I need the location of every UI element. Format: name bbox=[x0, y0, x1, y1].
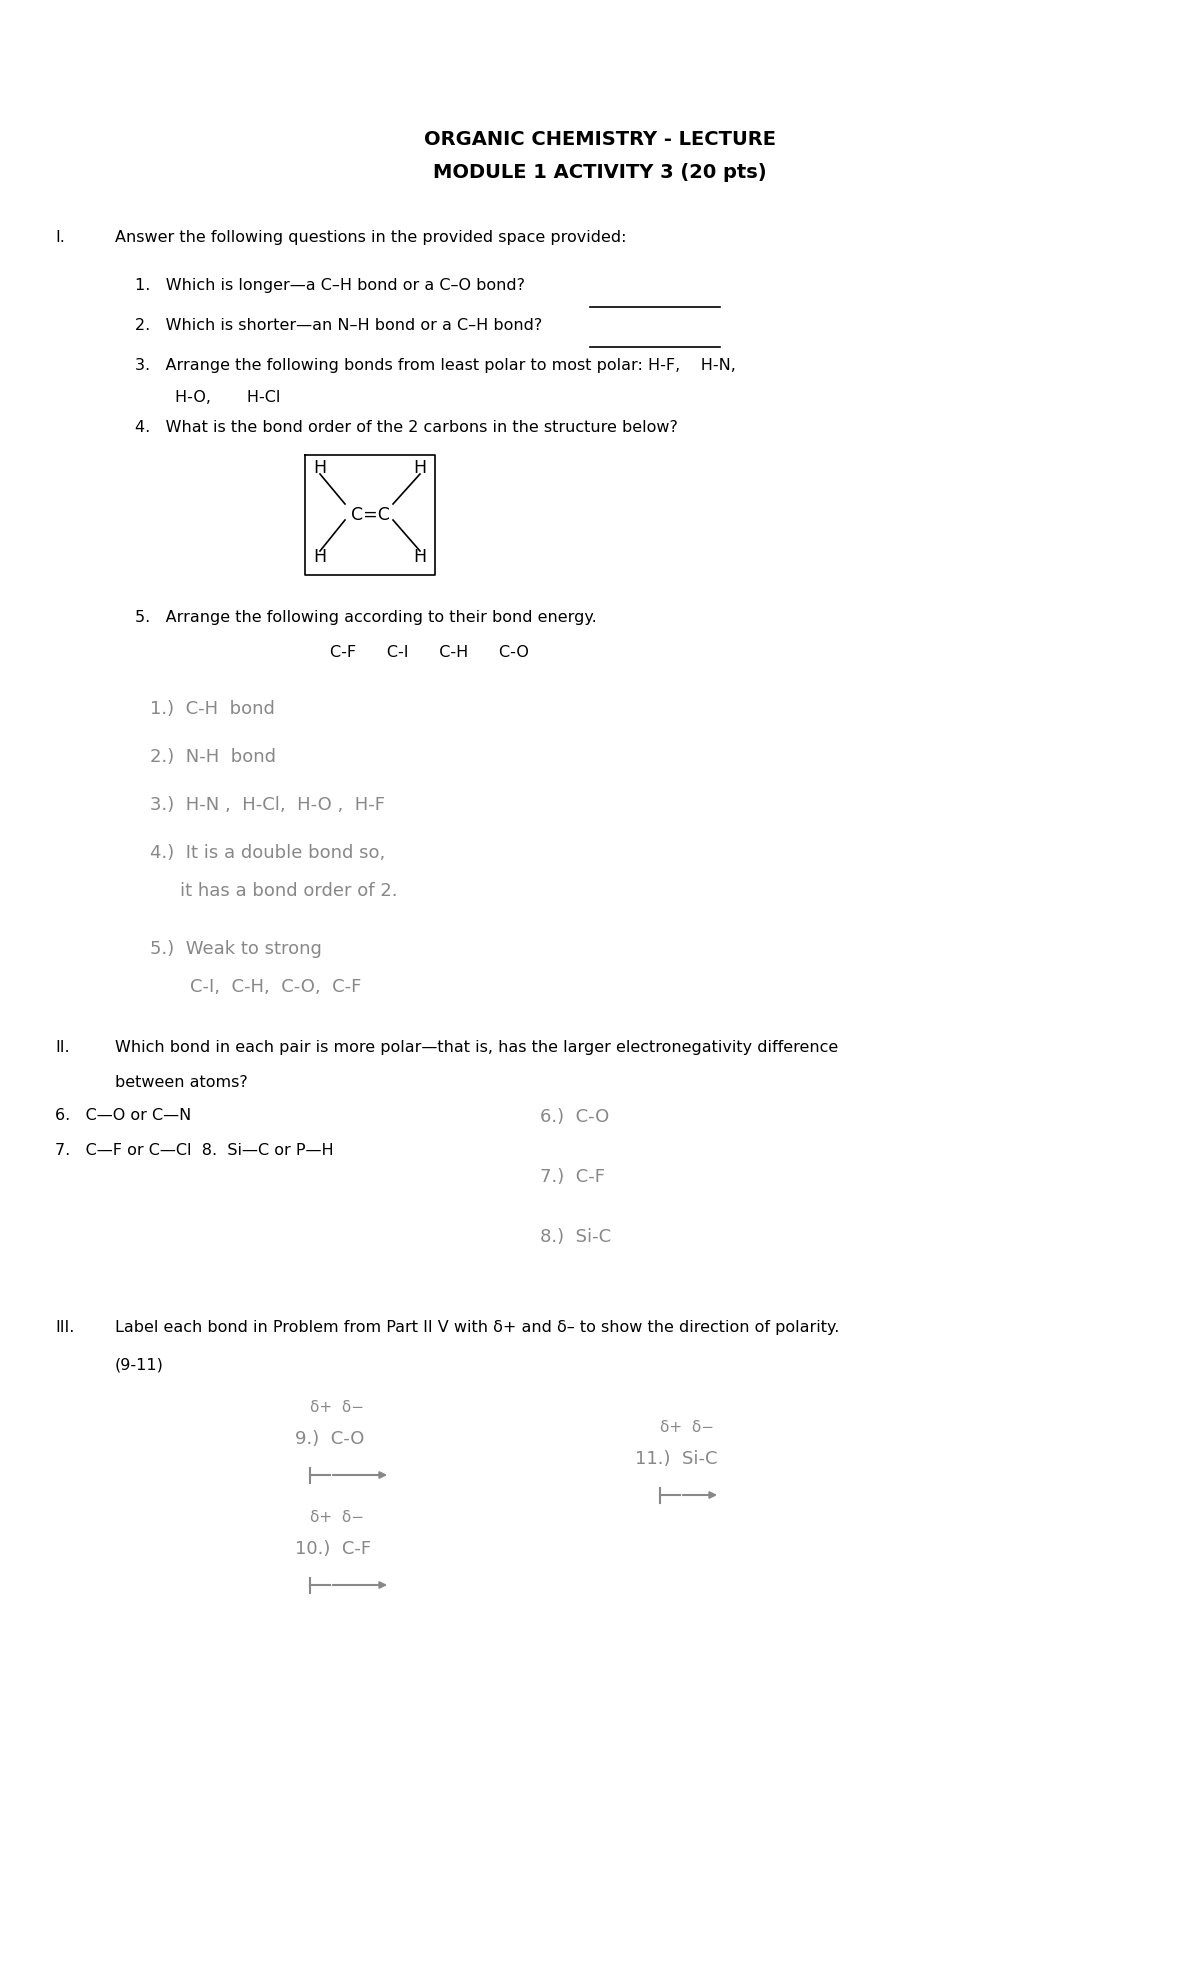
Text: II.: II. bbox=[55, 1039, 70, 1055]
Text: 1.   Which is longer—a C–H bond or a C–O bond?: 1. Which is longer—a C–H bond or a C–O b… bbox=[134, 279, 526, 292]
Text: δ+  δ−: δ+ δ− bbox=[660, 1421, 714, 1435]
Text: H: H bbox=[313, 458, 326, 476]
Text: 7.   C—F or C—Cl  8.  Si—C or P—H: 7. C—F or C—Cl 8. Si—C or P—H bbox=[55, 1142, 334, 1158]
Text: 7.)  C-F: 7.) C-F bbox=[540, 1168, 605, 1186]
Text: C-I,  C-H,  C-O,  C-F: C-I, C-H, C-O, C-F bbox=[190, 978, 361, 996]
Text: 1.)  C-H  bond: 1.) C-H bond bbox=[150, 700, 275, 717]
Text: I.: I. bbox=[55, 229, 65, 245]
Text: it has a bond order of 2.: it has a bond order of 2. bbox=[180, 881, 397, 899]
Text: C=C: C=C bbox=[350, 506, 390, 524]
Text: 6.   C—O or C—N: 6. C—O or C—N bbox=[55, 1109, 191, 1122]
Text: Label each bond in Problem from Part II V with δ+ and δ– to show the direction o: Label each bond in Problem from Part II … bbox=[115, 1320, 839, 1336]
Text: δ+  δ−: δ+ δ− bbox=[310, 1401, 364, 1415]
Text: 10.)  C-F: 10.) C-F bbox=[295, 1539, 371, 1557]
Text: δ+  δ−: δ+ δ− bbox=[310, 1510, 364, 1525]
Text: between atoms?: between atoms? bbox=[115, 1075, 247, 1091]
Text: Which bond in each pair is more polar—that is, has the larger electronegativity : Which bond in each pair is more polar—th… bbox=[115, 1039, 839, 1055]
Text: MODULE 1 ACTIVITY 3 (20 pts): MODULE 1 ACTIVITY 3 (20 pts) bbox=[433, 162, 767, 182]
Text: H: H bbox=[313, 547, 326, 565]
Text: Answer the following questions in the provided space provided:: Answer the following questions in the pr… bbox=[115, 229, 626, 245]
Text: H-O,       H-Cl: H-O, H-Cl bbox=[175, 389, 281, 405]
Text: III.: III. bbox=[55, 1320, 74, 1336]
Text: H: H bbox=[414, 458, 426, 476]
Text: 11.)  Si-C: 11.) Si-C bbox=[635, 1450, 718, 1468]
Text: 2.)  N-H  bond: 2.) N-H bond bbox=[150, 749, 276, 767]
Text: 4.)  It is a double bond so,: 4.) It is a double bond so, bbox=[150, 844, 385, 862]
Text: 3.)  H-N ,  H-Cl,  H-O ,  H-F: 3.) H-N , H-Cl, H-O , H-F bbox=[150, 796, 385, 814]
Text: 4.   What is the bond order of the 2 carbons in the structure below?: 4. What is the bond order of the 2 carbo… bbox=[134, 421, 678, 435]
Text: 5.   Arrange the following according to their bond energy.: 5. Arrange the following according to th… bbox=[134, 611, 596, 624]
Text: (9-11): (9-11) bbox=[115, 1358, 164, 1371]
Text: C-F      C-I      C-H      C-O: C-F C-I C-H C-O bbox=[330, 644, 529, 660]
Text: ORGANIC CHEMISTRY - LECTURE: ORGANIC CHEMISTRY - LECTURE bbox=[424, 130, 776, 148]
Text: 8.)  Si-C: 8.) Si-C bbox=[540, 1227, 611, 1247]
Text: 9.)  C-O: 9.) C-O bbox=[295, 1431, 365, 1448]
Text: 6.)  C-O: 6.) C-O bbox=[540, 1109, 610, 1126]
Text: 2.   Which is shorter—an N–H bond or a C–H bond?: 2. Which is shorter—an N–H bond or a C–H… bbox=[134, 318, 542, 334]
Text: H: H bbox=[414, 547, 426, 565]
Text: 5.)  Weak to strong: 5.) Weak to strong bbox=[150, 941, 322, 958]
Text: 3.   Arrange the following bonds from least polar to most polar: H-F,    H-N,: 3. Arrange the following bonds from leas… bbox=[134, 358, 736, 373]
